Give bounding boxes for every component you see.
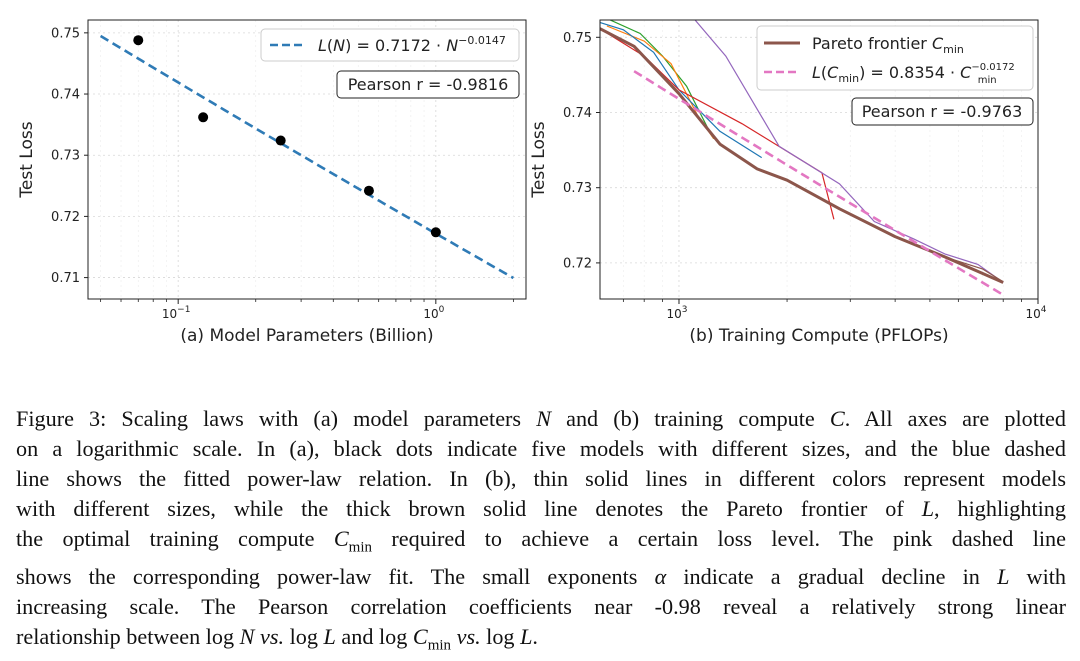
- data-point-3: [275, 135, 286, 146]
- caption-text: relationship between log: [16, 624, 240, 650]
- caption-text: line shows the fitted power-law relation…: [16, 466, 1066, 491]
- math-symbol: C: [333, 526, 349, 551]
- x-axis-label: (a) Model Parameters (Billion): [180, 326, 433, 346]
- math-symbol: C: [829, 406, 845, 431]
- caption-line: with different sizes, while the thick br…: [16, 494, 1066, 524]
- caption-text: , highlighting: [934, 496, 1066, 521]
- x-axis-label: (b) Training Compute (PFLOPs): [689, 326, 948, 346]
- math-symbol: C: [412, 624, 428, 650]
- caption-text: with: [1009, 564, 1067, 590]
- caption-text: and log: [335, 624, 413, 650]
- y-tick-label: 0.71: [51, 271, 80, 286]
- x-tick-label: 10−1: [162, 305, 191, 321]
- math-symbol: L: [520, 624, 533, 650]
- math-symbol: N: [239, 624, 255, 650]
- math-symbol: vs.: [260, 624, 285, 650]
- math-subscript: min: [427, 637, 452, 654]
- y-tick-label: 0.74: [51, 88, 80, 103]
- caption-text: shows the corresponding power-law fit. T…: [16, 564, 655, 590]
- pearson-annotation: Pearson r = -0.9763: [851, 97, 1034, 126]
- caption-line: on a logarithmic scale. In (a), black do…: [16, 434, 1066, 464]
- math-symbol: α: [654, 564, 667, 590]
- caption-text: indicate a gradual decline in: [666, 564, 998, 590]
- math-symbol: vs.: [456, 624, 481, 650]
- caption-line: the optimal training compute Cmin requir…: [16, 524, 1066, 562]
- figure-caption: Figure 3: Scaling laws with (a) model pa…: [16, 404, 1066, 661]
- annotation-text: Pearson r = -0.9816: [348, 75, 509, 94]
- annotation-text: Pearson r = -0.9763: [862, 102, 1023, 121]
- model-series-line-3: [600, 21, 763, 159]
- pearson-annotation: Pearson r = -0.9816: [336, 70, 520, 99]
- chart-panel-b: 0.72 0.73 0.74 0.75 103 104 (b) Training Compu…: [529, 19, 1047, 346]
- data-point-2: [198, 112, 209, 123]
- caption-text: . All axes are plotted: [844, 406, 1066, 431]
- minor-grid: [100, 20, 514, 299]
- chart-panel-a: 0.71 0.72 0.73 0.74 0.75 10−1 100 (a) Model Par…: [17, 19, 527, 346]
- axes-frame: [87, 19, 527, 300]
- data-point-5: [430, 227, 441, 238]
- legend-frame: [756, 25, 1034, 91]
- x-tick-label: 103: [666, 305, 687, 321]
- y-tick-label: 0.74: [563, 106, 592, 121]
- y-tick-label: 0.73: [563, 181, 592, 196]
- x-tick-label: 104: [1025, 305, 1046, 321]
- legend-frame: [260, 28, 520, 62]
- y-tick-label: 0.75: [51, 26, 80, 41]
- y-tick-label: 0.73: [51, 149, 80, 164]
- pareto-frontier-line: [600, 26, 1004, 284]
- legend-label-frontier: Pareto frontier Cmin: [812, 34, 964, 56]
- math-symbol: L: [323, 624, 336, 650]
- annotation-frame: [851, 97, 1034, 126]
- caption-text: log: [284, 624, 324, 650]
- y-tick-label: 0.72: [51, 210, 80, 225]
- model-series-line-4: [600, 28, 835, 220]
- data-point-4: [363, 185, 374, 196]
- math-subscript: min: [348, 539, 373, 556]
- legend-label-fit: L(N) = 0.7172 · N−0.0147: [318, 34, 506, 55]
- caption-text: the optimal training compute: [16, 526, 334, 551]
- model-series-line-1: [608, 20, 715, 140]
- math-symbol: L: [997, 564, 1010, 590]
- plot-area: [600, 20, 1004, 297]
- legend: Pareto frontier Cmin L(Cmin) = 0.8354 · C…: [756, 25, 1034, 91]
- caption-text: increasing scale. The Pearson correlatio…: [16, 594, 1066, 620]
- y-tick-label: 0.75: [563, 31, 592, 46]
- caption-line: Figure 3: Scaling laws with (a) model pa…: [16, 404, 1066, 434]
- figure-canvas: 0.71 0.72 0.73 0.74 0.75 10−1 100 (a) Model Par…: [17, 19, 1047, 346]
- caption-text: Figure 3: Scaling laws with (a) model pa…: [16, 406, 537, 431]
- power-law-fit-line: [99, 34, 515, 280]
- power-law-fit-line: [633, 70, 1004, 297]
- caption-text: required to achieve a certain loss level…: [372, 526, 1066, 551]
- x-tick-label: 100: [423, 305, 444, 321]
- caption-line: relationship between log N vs. log L and…: [16, 622, 1066, 660]
- caption-text: with different sizes, while the thick br…: [16, 496, 922, 521]
- y-axis-label: Test Loss: [17, 121, 37, 198]
- y-tick-label: 0.72: [563, 256, 592, 271]
- caption-line: shows the corresponding power-law fit. T…: [16, 562, 1066, 592]
- annotation-frame: [336, 70, 520, 99]
- plot-area: [99, 34, 515, 280]
- caption-line: increasing scale. The Pearson correlatio…: [16, 592, 1066, 622]
- caption-text: .: [532, 624, 538, 650]
- caption-text: on a logarithmic scale. In (a), black do…: [16, 436, 1066, 461]
- math-symbol: L: [921, 496, 935, 521]
- legend-label-fit: L(Cmin) = 0.8354 · C−0.0172 min: [812, 62, 1015, 86]
- y-axis-label: Test Loss: [529, 121, 549, 198]
- model-series-line-5: [694, 20, 1004, 283]
- axes-frame: [599, 19, 1039, 300]
- caption-text: and (b) training compute: [551, 406, 830, 431]
- caption-line: line shows the fitted power-law relation…: [16, 464, 1066, 494]
- math-symbol: N: [536, 406, 551, 431]
- legend: L(N) = 0.7172 · N−0.0147: [260, 28, 520, 62]
- caption-text: log: [480, 624, 521, 650]
- data-point-1: [133, 35, 144, 46]
